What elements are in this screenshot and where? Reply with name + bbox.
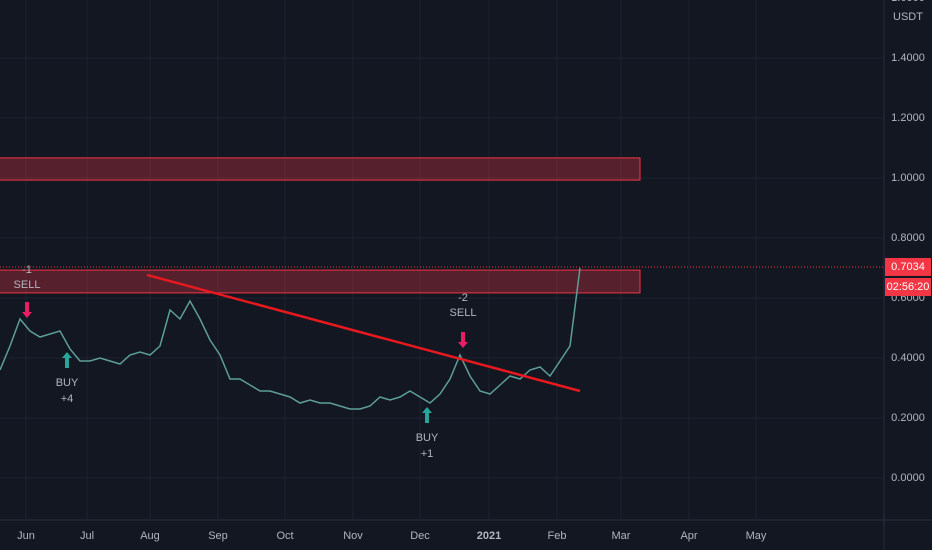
x-tick-label: Jul [80,530,94,542]
y-tick-label: 1.2000 [891,112,925,124]
last-price-label: 0.7034 [891,261,925,273]
signal-arrow [22,302,32,318]
x-tick-label: Oct [276,530,293,542]
x-tick-label: Mar [612,530,631,542]
x-tick-label: Sep [208,530,228,542]
x-tick-label: Jun [17,530,35,542]
currency-label: USDT [893,11,923,23]
y-tick-label: 1.0000 [891,172,925,184]
x-tick-label: Aug [140,530,160,542]
signal-label: SELL [14,279,41,291]
x-tick-label: Feb [548,530,567,542]
signal-qty: +4 [61,393,74,405]
y-tick-label: 0.0000 [891,472,925,484]
signal-qty: -1 [22,264,32,276]
y-tick-label: 0.4000 [891,352,925,364]
signal-arrow [458,332,468,348]
x-tick-label: Nov [343,530,363,542]
price-line [0,267,581,410]
signal-qty: +1 [421,448,434,460]
y-tick-label: 0.8000 [891,232,925,244]
zone [0,269,641,294]
signal-label: BUY [416,432,439,444]
signal-arrow [422,407,432,423]
x-tick-label: Apr [680,530,697,542]
x-tick-label: Dec [410,530,430,542]
timer-box [885,277,931,296]
timer-label: 02:56:20 [887,281,930,293]
signal-label: BUY [56,377,79,389]
x-tick-label: May [746,530,767,542]
trendline [146,273,581,393]
zone [0,157,641,181]
signal-arrow [62,352,72,368]
x-tick-label: 2021 [477,530,501,542]
signal-label: SELL [450,307,477,319]
price-box [885,257,931,276]
y-tick-label: 1.6000 [891,0,925,4]
signal-qty: -2 [458,292,468,304]
y-tick-label: 1.4000 [891,52,925,64]
y-tick-label: 0.2000 [891,412,925,424]
